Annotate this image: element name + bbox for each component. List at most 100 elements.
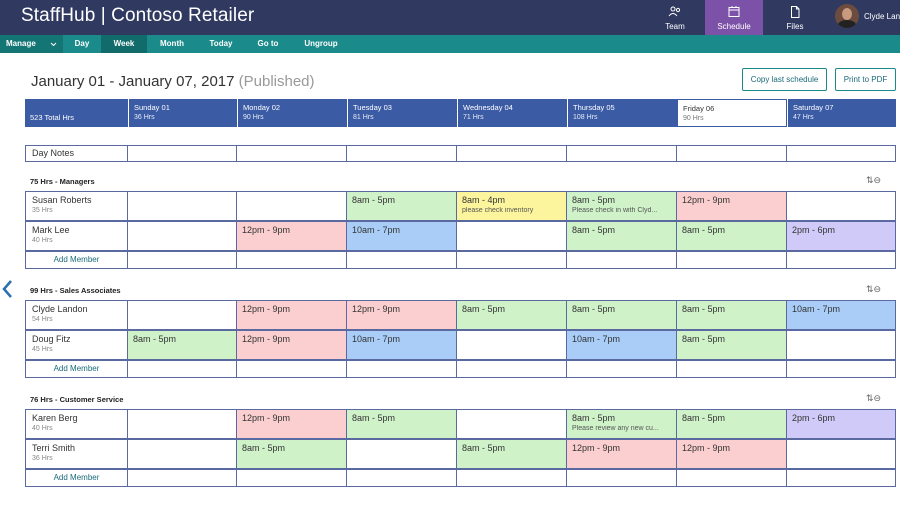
shift-cell[interactable]: 8am - 5pm Please review any new cu...: [566, 409, 676, 439]
add-member-filler: [236, 360, 346, 378]
view-month-button[interactable]: Month: [160, 39, 184, 48]
shift-cell[interactable]: 8am - 5pm: [676, 409, 786, 439]
collapse-icon[interactable]: ⊖: [873, 175, 882, 185]
nav-team[interactable]: Team: [646, 0, 704, 35]
empty-shift-cell[interactable]: [786, 191, 896, 221]
view-day-button[interactable]: Day: [74, 39, 90, 48]
team-icon: [646, 5, 704, 19]
collapse-icon[interactable]: ⊖: [873, 393, 882, 403]
shift-time: 10am - 7pm: [352, 334, 401, 344]
empty-shift-cell[interactable]: [456, 409, 566, 439]
shift-cell[interactable]: 8am - 4pm please check inventory: [456, 191, 566, 221]
day-note-cell[interactable]: [346, 145, 456, 162]
shift-time: 10am - 7pm: [572, 334, 621, 344]
shift-cell[interactable]: 2pm - 6pm: [786, 221, 896, 251]
day-header-4[interactable]: Wednesday 04 71 Hrs: [457, 99, 567, 127]
print-to-pdf-button[interactable]: Print to PDF: [835, 68, 896, 91]
nav-files[interactable]: Files: [766, 0, 824, 35]
add-member-filler: [566, 360, 676, 378]
shift-cell[interactable]: 12pm - 9pm: [236, 330, 346, 360]
empty-shift-cell[interactable]: [127, 439, 236, 469]
day-note-cell[interactable]: [676, 145, 786, 162]
shift-cell[interactable]: 8am - 5pm: [346, 409, 456, 439]
add-member-filler: [456, 469, 566, 487]
day-note-cell[interactable]: [786, 145, 896, 162]
add-member-button[interactable]: Add Member: [25, 469, 127, 487]
shift-cell[interactable]: 8am - 5pm: [456, 439, 566, 469]
empty-shift-cell[interactable]: [786, 439, 896, 469]
ungroup-button[interactable]: Ungroup: [304, 39, 338, 48]
empty-shift-cell[interactable]: [346, 439, 456, 469]
sort-icon[interactable]: ⇅: [866, 175, 874, 185]
member-name: Terri Smith: [32, 443, 76, 453]
shift-cell[interactable]: 8am - 5pm: [676, 330, 786, 360]
copy-last-schedule-button[interactable]: Copy last schedule: [742, 68, 827, 91]
empty-shift-cell[interactable]: [127, 191, 236, 221]
manage-label: Manage: [6, 39, 36, 48]
sort-icon[interactable]: ⇅: [866, 393, 874, 403]
shift-cell[interactable]: 12pm - 9pm: [566, 439, 676, 469]
empty-shift-cell[interactable]: [127, 300, 236, 330]
collapse-icon[interactable]: ⊖: [873, 284, 882, 294]
empty-shift-cell[interactable]: [456, 221, 566, 251]
member-label[interactable]: Susan Roberts 35 Hrs: [25, 191, 127, 221]
day-header-7[interactable]: Saturday 07 47 Hrs: [787, 99, 897, 127]
previous-week-icon[interactable]: [0, 278, 14, 300]
member-label[interactable]: Karen Berg 40 Hrs: [25, 409, 127, 439]
empty-shift-cell[interactable]: [456, 330, 566, 360]
calendar-icon: [705, 5, 763, 19]
nav-schedule[interactable]: Schedule: [705, 0, 763, 35]
member-label[interactable]: Mark Lee 40 Hrs: [25, 221, 127, 251]
shift-cell[interactable]: 8am - 5pm: [127, 330, 236, 360]
shift-cell[interactable]: 10am - 7pm: [346, 221, 456, 251]
user-name[interactable]: Clyde Landon: [864, 12, 900, 21]
day-header-3[interactable]: Tuesday 03 81 Hrs: [347, 99, 457, 127]
shift-cell[interactable]: 12pm - 9pm: [346, 300, 456, 330]
shift-cell[interactable]: 10am - 7pm: [346, 330, 456, 360]
day-hours: 47 Hrs: [793, 114, 814, 121]
shift-cell[interactable]: 8am - 5pm: [236, 439, 346, 469]
shift-cell[interactable]: 8am - 5pm Please check in with Clyd...: [566, 191, 676, 221]
day-hours: 71 Hrs: [463, 114, 484, 121]
nav-schedule-label: Schedule: [717, 22, 751, 31]
member-hours: 40 Hrs: [32, 425, 53, 432]
day-header-2[interactable]: Monday 02 90 Hrs: [237, 99, 347, 127]
shift-cell[interactable]: 8am - 5pm: [676, 221, 786, 251]
day-note-cell[interactable]: [236, 145, 346, 162]
shift-cell[interactable]: 8am - 5pm: [346, 191, 456, 221]
day-header-1[interactable]: Sunday 01 36 Hrs: [128, 99, 237, 127]
member-label[interactable]: Terri Smith 36 Hrs: [25, 439, 127, 469]
add-member-button[interactable]: Add Member: [25, 251, 127, 269]
day-header-5[interactable]: Thursday 05 108 Hrs: [567, 99, 677, 127]
today-button[interactable]: Today: [209, 39, 233, 48]
empty-shift-cell[interactable]: [127, 221, 236, 251]
shift-cell[interactable]: 12pm - 9pm: [236, 409, 346, 439]
goto-button[interactable]: Go to: [257, 39, 279, 48]
shift-cell[interactable]: 2pm - 6pm: [786, 409, 896, 439]
empty-shift-cell[interactable]: [127, 409, 236, 439]
shift-cell[interactable]: 8am - 5pm: [676, 300, 786, 330]
shift-cell[interactable]: 8am - 5pm: [456, 300, 566, 330]
shift-cell[interactable]: 8am - 5pm: [566, 221, 676, 251]
chevron-down-icon: [50, 35, 57, 60]
empty-shift-cell[interactable]: [786, 330, 896, 360]
manage-menu[interactable]: Manage: [0, 35, 63, 53]
member-label[interactable]: Clyde Landon 54 Hrs: [25, 300, 127, 330]
shift-cell[interactable]: 10am - 7pm: [786, 300, 896, 330]
empty-shift-cell[interactable]: [236, 191, 346, 221]
sort-icon[interactable]: ⇅: [866, 284, 874, 294]
shift-cell[interactable]: 8am - 5pm: [566, 300, 676, 330]
shift-cell[interactable]: 10am - 7pm: [566, 330, 676, 360]
member-label[interactable]: Doug Fitz 45 Hrs: [25, 330, 127, 360]
day-header-6[interactable]: Friday 06 90 Hrs: [677, 99, 787, 127]
shift-cell[interactable]: 12pm - 9pm: [236, 300, 346, 330]
view-week-button[interactable]: Week: [101, 35, 147, 53]
day-note-cell[interactable]: [127, 145, 236, 162]
day-note-cell[interactable]: [456, 145, 566, 162]
shift-cell[interactable]: 12pm - 9pm: [676, 191, 786, 221]
add-member-button[interactable]: Add Member: [25, 360, 127, 378]
day-note-cell[interactable]: [566, 145, 676, 162]
shift-cell[interactable]: 12pm - 9pm: [236, 221, 346, 251]
shift-cell[interactable]: 12pm - 9pm: [676, 439, 786, 469]
avatar[interactable]: [835, 4, 859, 28]
